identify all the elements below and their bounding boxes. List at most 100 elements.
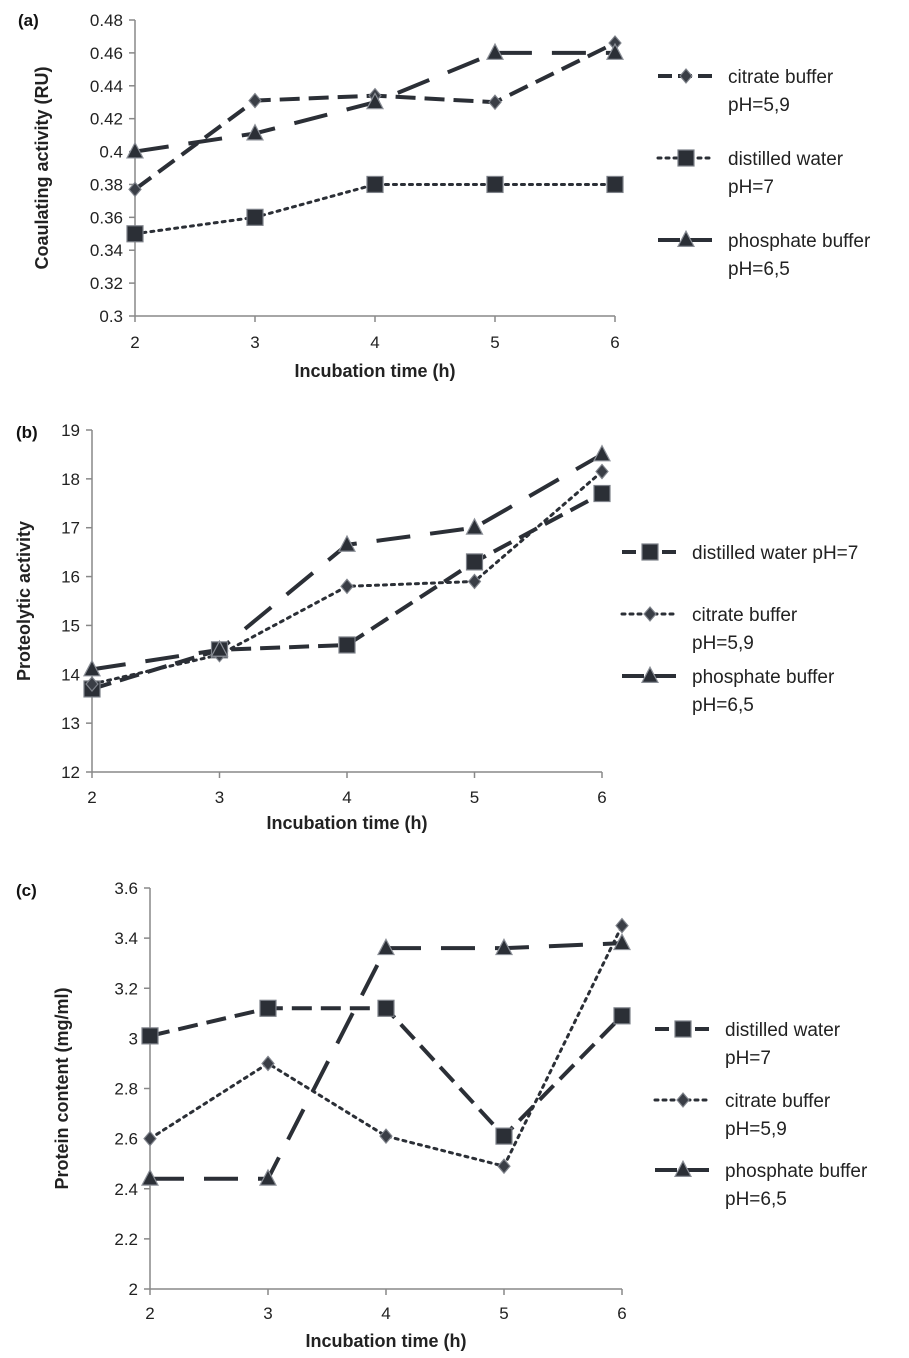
y-tick-label: 19 — [61, 421, 80, 440]
data-point-diamond — [467, 573, 482, 590]
data-point-square — [613, 1007, 631, 1025]
chart-panel-2: (b) 12 13 14 15 16 17 18 19 2 3 4 5 6 Incubation time … — [14, 421, 858, 833]
data-point-triangle — [366, 92, 384, 110]
y-tick-label: 2.4 — [114, 1180, 138, 1199]
y-axis-title: Protein content (mg/ml) — [52, 987, 72, 1189]
data-point-triangle — [210, 639, 229, 657]
y-tick-label: 0.38 — [90, 175, 123, 194]
data-point-diamond — [85, 676, 99, 692]
data-point-square — [606, 175, 624, 194]
series-line-2 — [133, 182, 617, 236]
data-point-triangle — [495, 938, 513, 956]
legend-marker-diamond — [679, 68, 693, 84]
y-tick-label: 0.34 — [90, 241, 123, 260]
x-tick-label: 2 — [145, 1304, 154, 1323]
legend-entry-label: phosphate buffer — [692, 667, 835, 688]
legend-marker-diamond — [676, 1092, 690, 1108]
x-tick-label: 6 — [597, 788, 606, 807]
legend-marker-square — [641, 543, 659, 561]
data-point-diamond — [615, 917, 629, 934]
data-point-diamond — [595, 463, 609, 480]
legend-entry-label: pH=5,9 — [728, 95, 790, 116]
y-tick-label: 2.6 — [114, 1130, 138, 1149]
data-point-diamond — [128, 181, 142, 198]
y-tick-label: 0.48 — [90, 11, 123, 30]
chart-panel-1: (a) 0.3 0.32 0.34 0.36 0.38 0.4 0.42 0.44 0.46 0.4… — [18, 11, 871, 381]
series-line-1 — [133, 41, 616, 191]
data-point-triangle — [486, 42, 504, 60]
y-tick-label: 13 — [61, 714, 80, 733]
x-tick-label: 5 — [490, 333, 499, 352]
legend-entry-label: phosphate buffer — [728, 231, 871, 252]
data-point-diamond — [497, 1158, 511, 1175]
legend-entry-label: citrate buffer — [725, 1091, 831, 1112]
x-tick-label: 4 — [370, 333, 379, 352]
y-tick-label: 0.3 — [99, 307, 123, 326]
data-point-square — [366, 175, 384, 194]
y-axis-title: Proteolytic activity — [14, 521, 34, 681]
data-point-square — [465, 553, 484, 571]
y-tick-label: 15 — [61, 616, 80, 635]
data-point-triangle — [338, 534, 356, 552]
legend-entry-label: pH=6,5 — [728, 259, 790, 280]
data-point-diamond — [261, 1055, 275, 1072]
data-point-diamond — [488, 94, 502, 111]
panel-label: (a) — [18, 11, 39, 30]
y-tick-label: 0.42 — [90, 110, 123, 129]
data-point-triangle — [259, 1168, 277, 1186]
y-tick-label: 12 — [61, 763, 80, 782]
data-point-triangle — [593, 444, 611, 462]
legend-entry-label: pH=7 — [725, 1048, 771, 1069]
legend-entry-label: pH=5,9 — [725, 1119, 787, 1140]
data-point-square — [246, 208, 264, 226]
y-tick-label: 0.4 — [99, 143, 123, 162]
x-tick-label: 5 — [499, 1304, 508, 1323]
y-tick-label: 14 — [61, 665, 80, 684]
data-point-triangle — [126, 141, 144, 159]
legend-entry-label: distilled water pH=7 — [692, 543, 858, 564]
panel-label: (b) — [16, 423, 38, 442]
data-point-square — [377, 999, 395, 1017]
y-axis-title: Coaulating activity (RU) — [32, 66, 52, 269]
legend-entry-label: pH=7 — [728, 177, 774, 198]
series-line-1 — [91, 491, 603, 691]
x-tick-label: 2 — [87, 788, 96, 807]
y-tick-label: 3.2 — [114, 979, 138, 998]
x-axis-title: Incubation time (h) — [306, 1331, 467, 1351]
x-tick-label: 3 — [263, 1304, 272, 1323]
legend-marker-square — [677, 149, 695, 167]
data-point-diamond — [143, 1130, 157, 1147]
data-point-square — [126, 225, 144, 243]
legend-entry-label: citrate buffer — [728, 67, 834, 88]
y-tick-label: 3 — [129, 1029, 138, 1048]
x-tick-label: 4 — [342, 788, 351, 807]
y-tick-label: 18 — [61, 470, 80, 489]
y-tick-label: 2.2 — [114, 1230, 138, 1249]
data-point-triangle — [246, 123, 264, 141]
legend-entry-label: citrate buffer — [692, 605, 798, 626]
series-line-3 — [150, 941, 623, 1181]
data-point-square — [486, 175, 504, 194]
legend-entry-label: pH=5,9 — [692, 633, 754, 654]
x-tick-label: 4 — [381, 1304, 390, 1323]
data-point-triangle — [83, 659, 101, 677]
legend-marker-triangle — [674, 1159, 692, 1178]
panel-label: (c) — [16, 881, 37, 900]
legend-entry-label: distilled water — [725, 1020, 841, 1041]
legend-marker-diamond — [643, 606, 657, 622]
legend-marker-triangle — [641, 665, 659, 684]
data-point-triangle — [613, 933, 631, 951]
y-tick-label: 3.6 — [114, 879, 138, 898]
data-point-square — [259, 999, 277, 1017]
x-tick-label: 3 — [215, 788, 224, 807]
x-tick-label: 6 — [610, 333, 619, 352]
chart-panel-3: (c) 2 2.2 2.4 2.6 2.8 3 3.2 3.4 3.6 2 3 4 5 6 Incubatio… — [16, 879, 868, 1351]
legend-entry-label: pH=6,5 — [725, 1189, 787, 1210]
y-tick-label: 17 — [61, 519, 80, 538]
data-point-triangle — [606, 42, 624, 60]
legend-entry-label: phosphate buffer — [725, 1161, 868, 1182]
legend-entry-label: pH=6,5 — [692, 695, 754, 716]
data-point-square — [338, 636, 356, 654]
x-tick-label: 2 — [130, 333, 139, 352]
